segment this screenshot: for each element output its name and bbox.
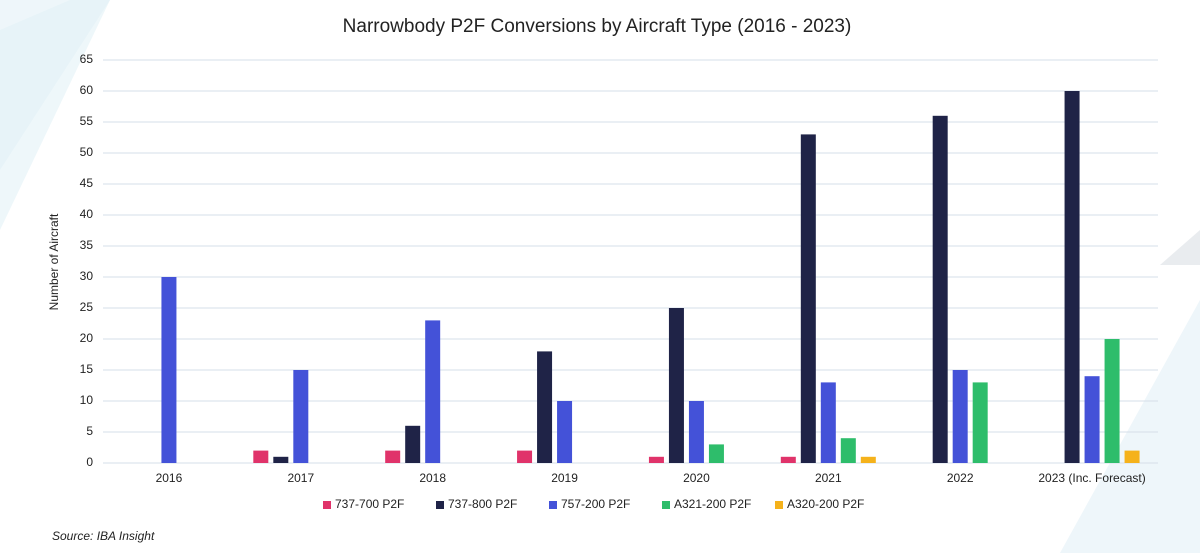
y-tick-label: 45 bbox=[80, 176, 94, 190]
bar bbox=[425, 320, 441, 463]
bar bbox=[800, 134, 816, 463]
x-tick-label: 2021 bbox=[815, 471, 842, 485]
x-tick-label: 2020 bbox=[683, 471, 710, 485]
x-tick-label: 2016 bbox=[156, 471, 183, 485]
y-tick-label: 35 bbox=[80, 238, 94, 252]
y-tick-label: 15 bbox=[80, 362, 94, 376]
bar bbox=[1064, 91, 1080, 463]
legend-swatch bbox=[662, 501, 670, 509]
bar bbox=[253, 450, 269, 463]
legend-swatch bbox=[323, 501, 331, 509]
legend-label: 737-800 P2F bbox=[448, 497, 517, 511]
bar bbox=[668, 308, 684, 463]
x-tick-label: 2022 bbox=[947, 471, 974, 485]
y-tick-label: 0 bbox=[86, 455, 93, 469]
decoration bbox=[0, 0, 110, 230]
bar bbox=[1104, 339, 1120, 463]
bar bbox=[820, 382, 836, 463]
bar bbox=[780, 456, 796, 463]
bar bbox=[557, 401, 573, 463]
bar bbox=[1124, 450, 1140, 463]
y-tick-label: 20 bbox=[80, 331, 94, 345]
decoration bbox=[1160, 230, 1200, 265]
bar bbox=[517, 450, 533, 463]
bar bbox=[273, 456, 289, 463]
bar bbox=[972, 382, 988, 463]
bar bbox=[860, 456, 876, 463]
bar bbox=[648, 456, 664, 463]
legend-label: A321-200 P2F bbox=[674, 497, 751, 511]
y-axis-label: Number of Aircraft bbox=[47, 213, 61, 310]
bar bbox=[708, 444, 724, 463]
x-tick-label: 2018 bbox=[419, 471, 446, 485]
legend-label: 737-700 P2F bbox=[335, 497, 404, 511]
bar bbox=[932, 115, 948, 464]
x-tick-label: 2019 bbox=[551, 471, 578, 485]
source: Source: IBA Insight bbox=[52, 529, 155, 543]
y-tick-label: 40 bbox=[80, 207, 94, 221]
legend-swatch bbox=[775, 501, 783, 509]
y-tick-label: 10 bbox=[80, 393, 94, 407]
chart-title: Narrowbody P2F Conversions by Aircraft T… bbox=[343, 16, 852, 37]
legend-swatch bbox=[549, 501, 557, 509]
bar bbox=[385, 450, 401, 463]
y-tick-label: 25 bbox=[80, 300, 94, 314]
y-tick-label: 30 bbox=[80, 269, 94, 283]
legend-label: 757-200 P2F bbox=[561, 497, 630, 511]
bar bbox=[161, 277, 177, 463]
bar bbox=[537, 351, 553, 463]
y-tick-label: 55 bbox=[80, 114, 94, 128]
y-tick-label: 50 bbox=[80, 145, 94, 159]
decoration bbox=[1060, 300, 1200, 553]
legend-swatch bbox=[436, 501, 444, 509]
y-tick-label: 60 bbox=[80, 83, 94, 97]
bar bbox=[952, 370, 968, 463]
y-tick-label: 65 bbox=[80, 52, 94, 66]
x-tick-label: 2023 (Inc. Forecast) bbox=[1038, 471, 1145, 485]
bar bbox=[405, 425, 421, 463]
bar bbox=[688, 401, 704, 463]
bar bbox=[293, 370, 309, 463]
legend-label: A320-200 P2F bbox=[787, 497, 864, 511]
bar bbox=[1084, 376, 1100, 463]
y-tick-label: 5 bbox=[86, 424, 93, 438]
x-tick-label: 2017 bbox=[287, 471, 314, 485]
bar bbox=[840, 438, 856, 463]
